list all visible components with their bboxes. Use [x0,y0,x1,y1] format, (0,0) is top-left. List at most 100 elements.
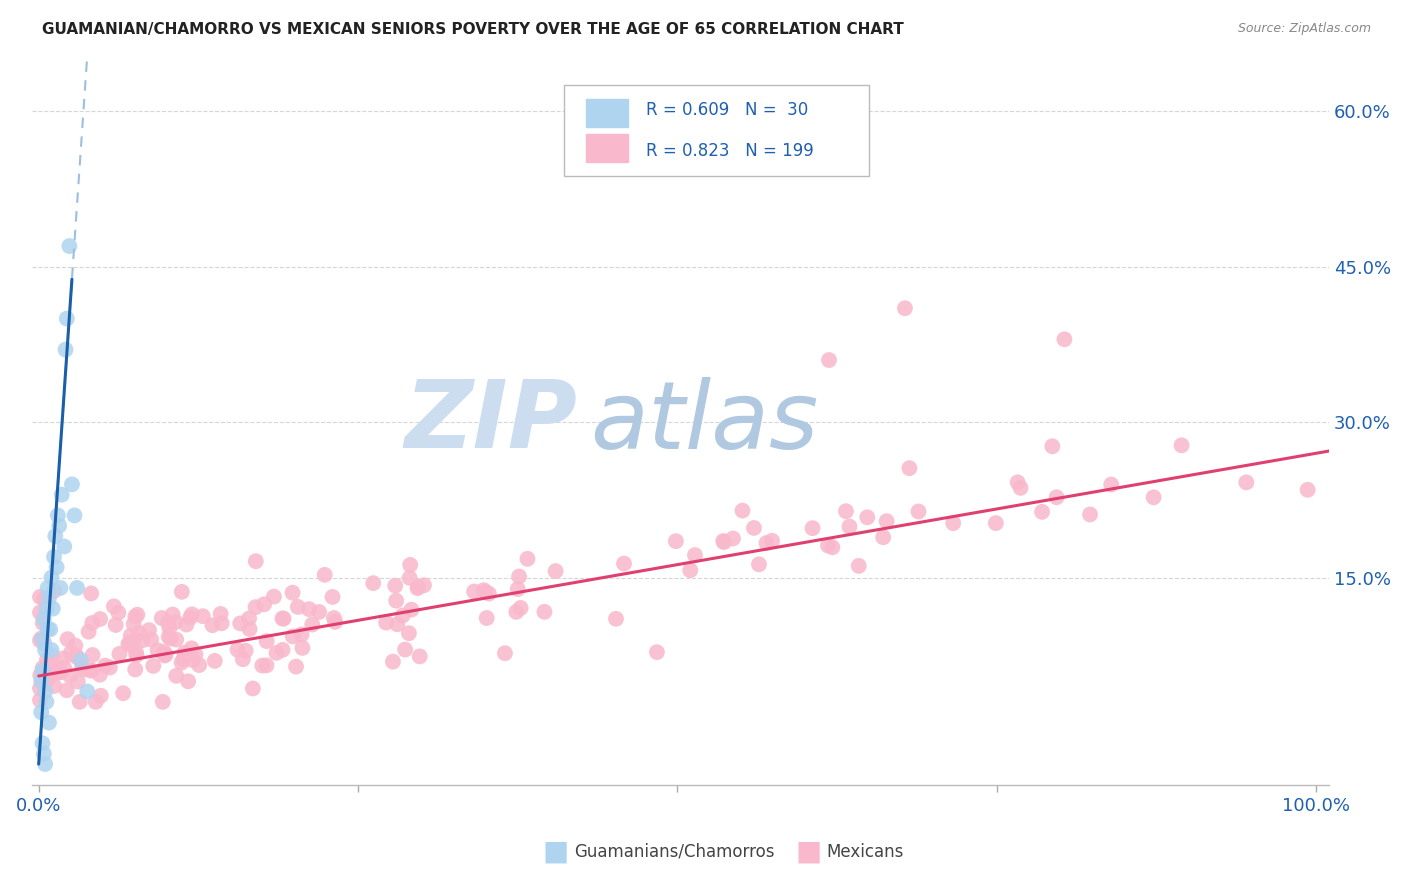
Point [34,643,56,657]
Point [298,602,321,616]
Point [1296,483,1319,497]
Point [508,569,530,583]
Point [201,618,224,632]
Point [1143,491,1166,505]
Point [51,488,73,502]
Point [159,621,181,635]
Point [31,736,53,750]
Point [181,607,204,622]
Point [112,686,135,700]
Point [48,518,70,533]
Point [28,590,51,604]
Point [665,534,688,549]
Point [59,668,82,682]
Point [172,652,194,666]
Point [1170,438,1192,452]
Point [30,705,52,719]
Point [801,521,824,535]
Point [124,609,146,624]
Point [180,641,202,656]
Point [391,608,413,623]
Point [152,695,174,709]
Point [42,679,65,693]
Point [361,576,384,591]
Point [907,504,929,518]
Point [273,612,295,626]
Point [159,632,181,646]
Point [35,601,58,615]
Point [49,581,72,595]
Point [179,610,201,624]
Text: atlas: atlas [591,376,818,467]
Point [73,663,96,677]
Point [322,611,344,625]
Point [30,674,52,689]
Point [713,535,735,549]
Point [49,665,72,680]
Point [748,558,770,572]
Text: ZIP: ZIP [404,376,576,468]
Point [252,658,274,673]
Point [89,667,111,681]
Point [34,636,56,650]
Point [232,652,254,666]
Point [153,648,176,663]
Point [69,695,91,709]
Point [120,628,142,642]
Point [721,532,744,546]
Point [35,695,58,709]
Point [475,611,498,625]
Point [32,612,55,626]
Point [494,646,516,660]
Point [84,695,107,709]
Point [238,611,260,625]
Text: Mexicans: Mexicans [827,843,904,861]
Point [41,648,63,663]
Point [375,615,398,630]
Point [226,642,249,657]
Point [821,541,844,555]
Point [31,632,53,646]
Point [162,607,184,622]
Point [229,616,252,631]
Point [1007,475,1029,490]
Point [77,624,100,639]
Point [34,757,56,772]
Point [239,622,262,636]
Point [1040,439,1063,453]
Point [683,548,706,562]
Point [55,683,77,698]
Point [1053,332,1076,346]
Point [533,605,555,619]
Point [82,648,104,662]
Point [413,578,436,592]
Point [46,508,69,523]
Point [66,581,89,595]
Point [38,715,60,730]
Point [398,626,420,640]
Point [285,659,308,673]
Point [209,607,232,621]
Point [165,632,187,647]
Point [291,640,314,655]
Point [817,539,839,553]
Point [474,585,496,599]
Point [122,634,145,648]
Point [131,633,153,648]
Point [58,239,80,253]
Point [108,647,131,661]
Point [645,645,668,659]
Point [898,461,921,475]
Point [323,615,346,629]
Point [1010,481,1032,495]
Point [31,664,53,678]
Point [28,693,51,707]
Point [44,529,66,543]
Point [406,581,429,595]
Point [301,617,323,632]
Point [122,617,145,632]
Point [170,584,193,599]
Point [1031,505,1053,519]
Point [31,632,53,647]
Point [141,632,163,647]
